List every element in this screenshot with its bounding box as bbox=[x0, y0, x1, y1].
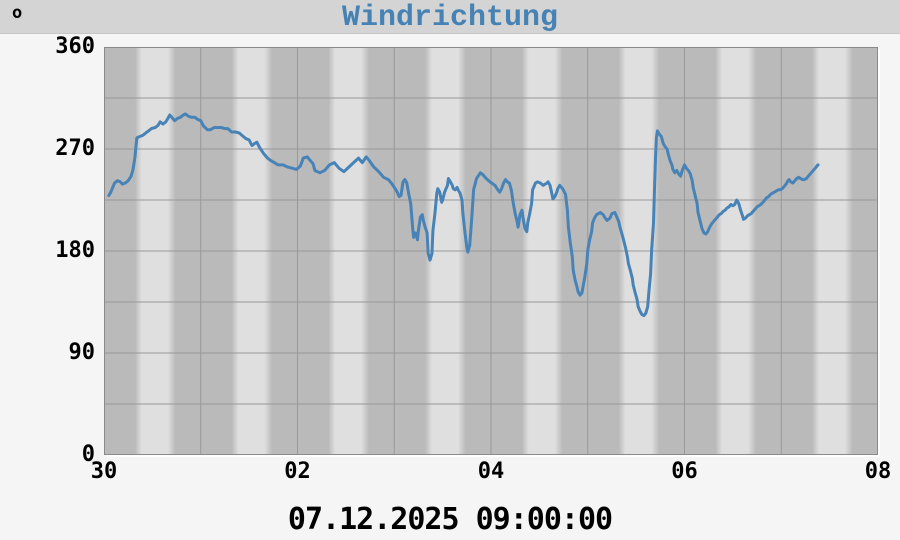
chart-plot-area bbox=[104, 47, 878, 455]
wind-direction-chart bbox=[104, 47, 878, 455]
x-tick-label: 04 bbox=[477, 459, 505, 484]
y-tick-label: 180 bbox=[55, 238, 95, 263]
y-tick-label: 0 bbox=[81, 442, 95, 467]
gridlines bbox=[104, 47, 878, 455]
y-tick-label: 90 bbox=[68, 340, 96, 365]
chart-title: Windrichtung bbox=[341, 1, 559, 35]
y-tick-label: 360 bbox=[55, 34, 95, 59]
y-tick-label: 270 bbox=[55, 136, 95, 161]
y-axis-unit-label: o bbox=[12, 3, 23, 23]
x-tick-label: 30 bbox=[90, 459, 118, 484]
timestamp: 07.12.2025 09:00:00 bbox=[287, 502, 613, 537]
x-tick-label: 08 bbox=[864, 459, 892, 484]
x-tick-label: 06 bbox=[671, 459, 698, 484]
x-tick-label: 02 bbox=[284, 459, 311, 484]
header-bar bbox=[0, 0, 900, 34]
wind-direction-line bbox=[107, 112, 820, 318]
plot-border bbox=[104, 47, 878, 455]
y-axis-labels: 0 90 180 270 360 bbox=[0, 0, 96, 540]
